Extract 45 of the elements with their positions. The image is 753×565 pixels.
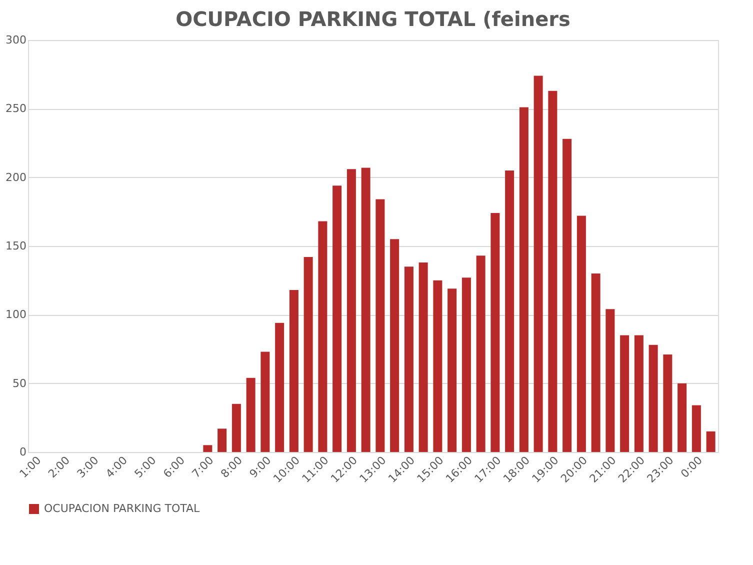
bar — [606, 309, 615, 452]
bar — [692, 405, 701, 452]
bar — [505, 170, 514, 452]
bar — [634, 335, 644, 452]
bar — [462, 278, 471, 452]
bar — [361, 168, 370, 452]
bar — [390, 239, 400, 452]
bar — [591, 273, 600, 452]
bar — [332, 186, 342, 452]
bar — [519, 107, 528, 452]
bar — [304, 256, 313, 452]
bar — [289, 290, 298, 452]
bar — [476, 256, 486, 452]
bar — [232, 404, 241, 452]
y-tick-label: 250 — [6, 102, 26, 116]
bar — [318, 221, 328, 452]
bar — [534, 76, 543, 452]
bar — [404, 266, 414, 452]
chart-title: OCUPACIO PARKING TOTAL (feiners — [176, 7, 570, 31]
y-tick-label: 50 — [12, 376, 26, 390]
bar — [562, 138, 572, 452]
bar — [260, 352, 270, 452]
y-tick-label: 100 — [6, 308, 26, 322]
bar — [203, 445, 212, 452]
bar — [218, 428, 227, 452]
bar — [490, 213, 500, 452]
legend-label: OCUPACION PARKING TOTAL — [44, 502, 201, 515]
bar — [648, 344, 658, 452]
bar — [246, 378, 256, 452]
bar — [418, 262, 428, 452]
bar — [678, 383, 687, 452]
bar — [376, 199, 385, 452]
bar — [433, 280, 442, 452]
bar — [620, 335, 630, 452]
bar — [448, 288, 457, 452]
y-tick-label: 300 — [6, 34, 26, 46]
bar — [706, 431, 716, 452]
bar — [548, 90, 558, 452]
bar — [663, 354, 672, 452]
bar — [275, 322, 284, 452]
y-tick-label: 200 — [6, 170, 26, 184]
y-tick-label: 150 — [6, 240, 26, 252]
bar — [576, 216, 586, 452]
bar — [346, 169, 356, 452]
y-tick-label: 0 — [20, 446, 26, 458]
